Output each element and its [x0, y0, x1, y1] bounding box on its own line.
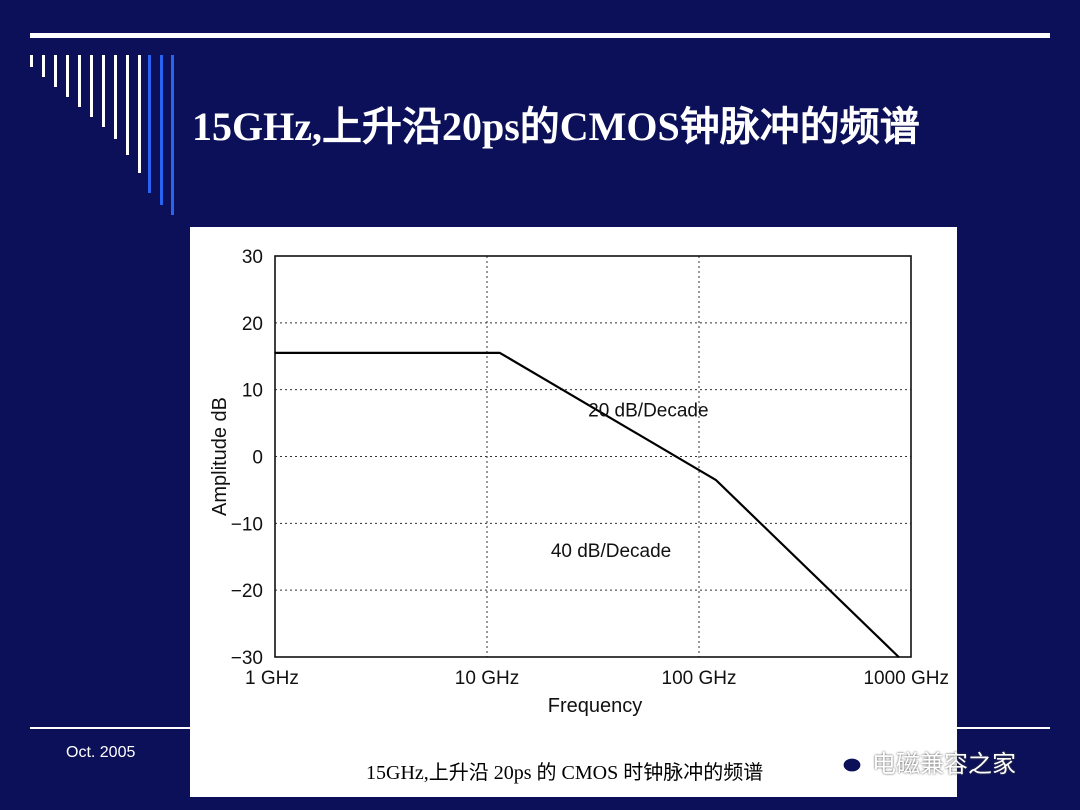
decorative-bar-5: [78, 55, 81, 107]
footer-date: Oct. 2005: [66, 744, 136, 761]
slope-annotation: 40 dB/Decade: [551, 541, 671, 562]
watermark-text: 电磁兼容之家: [872, 749, 1016, 778]
x-axis-label: Frequency: [548, 695, 643, 717]
slide-title: 15GHz,上升沿20ps的CMOS钟脉冲的频谱: [192, 104, 920, 149]
watermark: 电磁兼容之家: [828, 744, 1016, 778]
figure-panel: 30 20 10 0 −10 −20 −30 1 GHz 10 GHz 100 GHz 1000 G…: [190, 227, 957, 797]
slope-annotation: 20 dB/Decade: [588, 400, 708, 421]
y-tick-label: −20: [231, 581, 263, 602]
y-tick-label: 20: [242, 314, 263, 335]
y-axis-label: Amplitude dB: [209, 397, 231, 516]
x-tick-label: 10 GHz: [455, 668, 519, 689]
y-tick-label: 30: [242, 247, 263, 268]
x-tick-label: 1 GHz: [245, 668, 299, 689]
spectrum-chart: 30 20 10 0 −10 −20 −301 GHz 10 GHz 100 GHz 1000 G…: [209, 247, 949, 717]
decorative-bar-9: [126, 55, 129, 155]
decorative-bar-6: [90, 55, 93, 117]
plot-frame: [274, 255, 912, 658]
decorative-bar-8: [114, 55, 117, 139]
decorative-bar-10: [138, 55, 141, 173]
y-tick-label: 0: [252, 448, 263, 469]
y-tick-label: 10: [242, 381, 263, 402]
decorative-bar-2: [42, 55, 45, 77]
decorative-bar-4: [66, 55, 69, 97]
spectrum-point: [897, 656, 900, 658]
x-tick-label: 100 GHz: [662, 668, 737, 689]
figure-caption: 15GHz,上升沿 20ps 的 CMOS 时钟脉冲的频谱: [366, 762, 764, 784]
decorative-bar-12: [160, 55, 163, 205]
x-tick-label: 1000 GHz: [863, 668, 949, 689]
spectrum-line: [275, 351, 900, 658]
wechat-icon: [828, 747, 863, 774]
y-tick-label: −10: [231, 514, 263, 535]
title-divider-line: [30, 33, 1050, 38]
decorative-bar-1: [30, 55, 33, 67]
spectrum-point: [714, 479, 717, 481]
spectrum-point: [274, 352, 276, 354]
spectrum-point: [499, 352, 501, 354]
decorative-bar-7: [102, 55, 105, 127]
decorative-bar-13: [171, 55, 174, 215]
decorative-bar-11: [148, 55, 151, 193]
decorative-bar-3: [54, 55, 57, 87]
y-tick-label: −30: [231, 648, 263, 669]
